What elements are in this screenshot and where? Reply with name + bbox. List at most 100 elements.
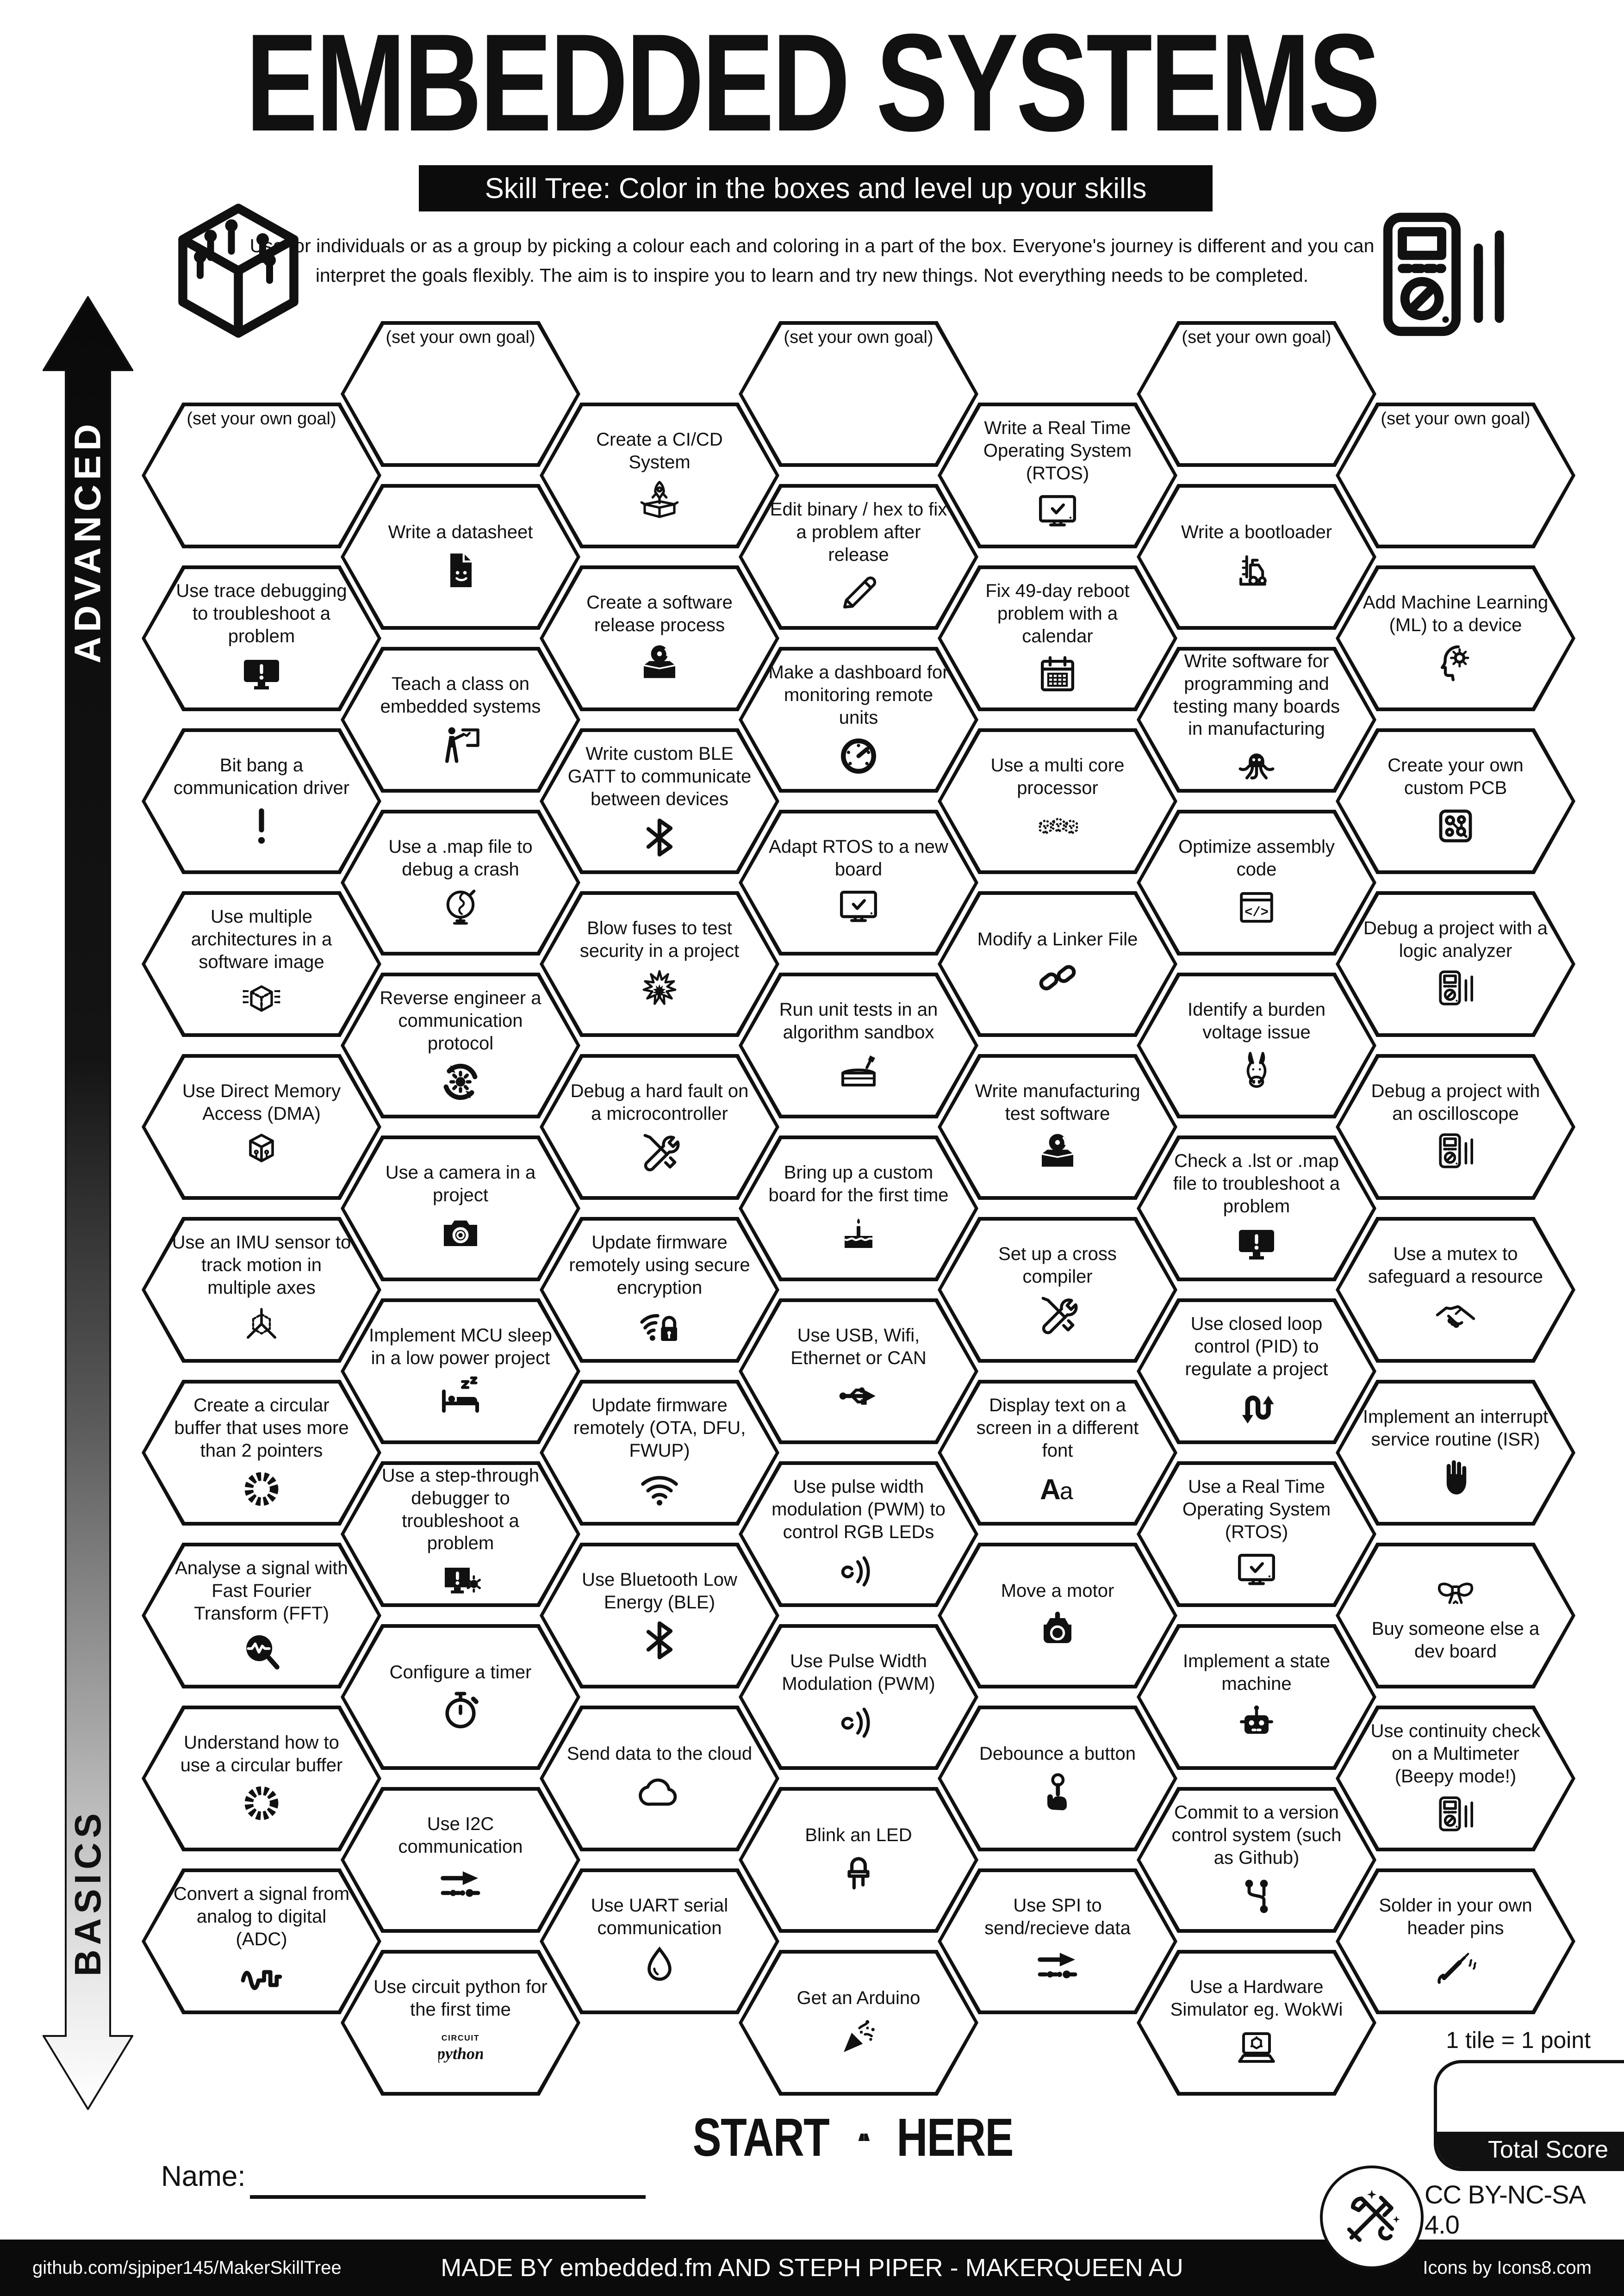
skill-hex-fix-49-day-reboot-problem[interactable]: Fix 49-day reboot problem with a calenda… [938,565,1177,711]
skill-hex-use-closed-loop-control-pid[interactable]: Use closed loop control (PID) to regulat… [1137,1298,1376,1444]
total-score-box[interactable]: Total Score [1434,2060,1624,2171]
skill-hex-understand-how-to-use-a[interactable]: Understand how to use a circular buffer [142,1706,381,1851]
skill-hex-use-direct-memory-access-dma[interactable]: Use Direct Memory Access (DMA) [142,1054,381,1200]
skill-label: Optimize assembly code [1178,836,1335,880]
skill-hex-debug-a-project-with-an[interactable]: Debug a project with an oscilloscope [1336,1054,1575,1200]
skill-hex-commit-to-a-version-control[interactable]: Commit to a version control system (such… [1137,1787,1376,1933]
skill-hex-use-usb-wifi-ethernet-or[interactable]: Use USB, Wifi, Ethernet or CAN [739,1298,978,1444]
skill-hex-write-a-bootloader[interactable]: Write a bootloader [1137,484,1376,630]
skill-hex-create-a-software-release-process[interactable]: Create a software release process [540,565,779,711]
skill-hex-bit-bang-a-communication-driver[interactable]: Bit bang a communication driver [142,728,381,874]
hex-fill [145,406,378,545]
skill-hex-debounce-a-button[interactable]: Debounce a button [938,1706,1177,1851]
skill-hex-edit-binary-hex-to-fix[interactable]: Edit binary / hex to fix a problem after… [739,484,978,630]
skill-hex-solder-in-your-own-header[interactable]: Solder in your own header pins [1336,1868,1575,2014]
skill-hex-update-firmware-remotely-using-secure[interactable]: Update firmware remotely using secure en… [540,1217,779,1363]
skill-hex-create-a-ci-cd-system[interactable]: Create a CI/CD System [540,403,779,548]
skill-hex-debug-a-project-with-a[interactable]: Debug a project with a logic analyzer [1336,891,1575,1037]
hex-content: Check a .lst or .map file to troubleshoo… [1164,1143,1350,1274]
skill-hex-debug-a-hard-fault-on[interactable]: Debug a hard fault on a microcontroller [540,1054,779,1200]
goal-hex[interactable]: (set your own goal) [1137,321,1376,467]
goal-hex[interactable]: (set your own goal) [1336,403,1575,548]
skill-label: Use a .map file to debug a crash [388,836,533,880]
skill-hex-teach-a-class-on-embedded[interactable]: Teach a class on embedded systems [341,647,580,793]
hex-fill [145,1221,378,1359]
skill-label: Use closed loop control (PID) to regulat… [1185,1314,1328,1379]
skill-hex-use-pulse-width-modulation-pwm[interactable]: Use pulse width modulation (PWM) to cont… [739,1461,978,1607]
hex-content: Create your own custom PCB [1363,736,1549,867]
hex-fill [1339,1221,1572,1359]
skill-hex-blink-an-led[interactable]: Blink an LED [739,1787,978,1933]
skill-hex-display-text-on-a-screen[interactable]: Display text on a screen in a different … [938,1380,1177,1526]
footer-repo-link[interactable]: github.com/sjpiper145/MakerSkillTree [32,2257,342,2278]
hex-fill [742,488,975,626]
skill-hex-write-a-datasheet[interactable]: Write a datasheet [341,484,580,630]
skill-hex-bring-up-a-custom-board[interactable]: Bring up a custom board for the first ti… [739,1136,978,1281]
skill-hex-convert-a-signal-from-analog[interactable]: Convert a signal from analog to digital … [142,1868,381,2014]
skill-hex-use-a-camera-in-a[interactable]: Use a camera in a project [341,1136,580,1281]
skill-hex-use-circuit-python-for-the[interactable]: Use circuit python for the first time [341,1950,580,2096]
skill-hex-use-bluetooth-low-energy-ble[interactable]: Use Bluetooth Low Energy (BLE) [540,1543,779,1688]
skill-hex-blow-fuses-to-test-security[interactable]: Blow fuses to test security in a project [540,891,779,1037]
skill-hex-use-spi-to-send-recieve[interactable]: Use SPI to send/recieve data [938,1868,1177,2014]
skill-hex-identify-a-burden-voltage-issue[interactable]: Identify a burden voltage issue [1137,973,1376,1118]
skill-hex-use-i2c-communication[interactable]: Use I2C communication [341,1787,580,1933]
skill-hex-use-a-map-file-to[interactable]: Use a .map file to debug a crash [341,810,580,956]
goal-hex[interactable]: (set your own goal) [341,321,580,467]
hex-content: Use Direct Memory Access (DMA) [168,1061,355,1192]
goal-hex[interactable]: (set your own goal) [739,321,978,467]
skill-hex-adapt-rtos-to-a-new[interactable]: Adapt RTOS to a new board [739,810,978,956]
skill-hex-make-a-dashboard-for-monitoring[interactable]: Make a dashboard for monitoring remote u… [739,647,978,793]
led-icon [836,1851,881,1896]
skill-hex-move-a-motor[interactable]: Move a motor [938,1543,1177,1688]
skill-hex-implement-a-state-machine[interactable]: Implement a state machine [1137,1624,1376,1770]
skill-label: Identify a burden voltage issue [1188,999,1325,1043]
footer-icons-credit[interactable]: Icons by Icons8.com [1423,2257,1592,2278]
skill-hex-buy-someone-else-a-dev[interactable]: Buy someone else a dev board [1336,1543,1575,1688]
doc-smiley-icon [438,548,483,593]
bus-arrow-icon [1035,1944,1080,1988]
skill-hex-use-trace-debugging-to-troubleshoot[interactable]: Use trace debugging to troubleshoot a pr… [142,565,381,711]
skill-hex-add-machine-learning-ml-to[interactable]: Add Machine Learning (ML) to a device [1336,565,1575,711]
hex-content: Use a camera in a project [367,1143,554,1274]
skill-hex-use-pulse-width-modulation-pwm[interactable]: Use Pulse Width Modulation (PWM) [739,1624,978,1770]
skill-hex-use-a-step-through-debugger[interactable]: Use a step-through debugger to troublesh… [341,1461,580,1607]
skill-hex-use-a-real-time-operating[interactable]: Use a Real Time Operating System (RTOS) [1137,1461,1376,1607]
skill-hex-implement-mcu-sleep-in-a[interactable]: Implement MCU sleep in a low power proje… [341,1298,580,1444]
skill-hex-check-a-lst-or-map[interactable]: Check a .lst or .map file to troubleshoo… [1137,1136,1376,1281]
skill-label: Implement a state machine [1183,1651,1330,1694]
skill-hex-configure-a-timer[interactable]: Configure a timer [341,1624,580,1770]
skill-hex-write-software-for-programming-and[interactable]: Write software for programming and testi… [1137,647,1376,793]
goal-note: (set your own goal) [386,328,535,347]
skill-hex-update-firmware-remotely-ota-dfu[interactable]: Update firmware remotely (OTA, DFU, FWUP… [540,1380,779,1526]
skill-hex-optimize-assembly-code[interactable]: Optimize assembly code [1137,810,1376,956]
skill-hex-use-a-hardware-simulator-eg[interactable]: Use a Hardware Simulator eg. WokWi [1137,1950,1376,2096]
skill-hex-use-uart-serial-communication[interactable]: Use UART serial communication [540,1868,779,2014]
skill-hex-set-up-a-cross-compiler[interactable]: Set up a cross compiler [938,1217,1177,1363]
finger-button-icon [1035,1770,1080,1814]
hex-content: Edit binary / hex to fix a problem after… [765,491,952,622]
skill-hex-use-continuity-check-on-a[interactable]: Use continuity check on a Multimeter (Be… [1336,1706,1575,1851]
name-label: Name: [161,2160,246,2192]
skill-hex-send-data-to-the-cloud[interactable]: Send data to the cloud [540,1706,779,1851]
skill-hex-use-multiple-architectures-in-a[interactable]: Use multiple architectures in a software… [142,891,381,1037]
skill-hex-implement-an-interrupt-service-routine[interactable]: Implement an interrupt service routine (… [1336,1380,1575,1526]
skill-hex-analyse-a-signal-with-fast[interactable]: Analyse a signal with Fast Fourier Trans… [142,1543,381,1688]
skill-label: Use USB, Wifi, Ethernet or CAN [790,1325,927,1368]
goal-hex[interactable]: (set your own goal) [142,403,381,548]
skill-hex-write-a-real-time-operating[interactable]: Write a Real Time Operating System (RTOS… [938,403,1177,548]
skill-hex-run-unit-tests-in-an[interactable]: Run unit tests in an algorithm sandbox [739,973,978,1118]
skill-label: Solder in your own header pins [1379,1895,1532,1938]
skill-hex-create-a-circular-buffer-that[interactable]: Create a circular buffer that uses more … [142,1380,381,1526]
skill-hex-use-a-mutex-to-safeguard[interactable]: Use a mutex to safeguard a resource [1336,1217,1575,1363]
skill-hex-write-manufacturing-test-software[interactable]: Write manufacturing test software [938,1054,1177,1200]
skill-hex-use-an-imu-sensor-to[interactable]: Use an IMU sensor to track motion in mul… [142,1217,381,1363]
name-input-line[interactable] [250,2195,646,2199]
skill-hex-write-custom-ble-gatt-to[interactable]: Write custom BLE GATT to communicate bet… [540,728,779,874]
skill-hex-reverse-engineer-a-communication-protocol[interactable]: Reverse engineer a communication protoco… [341,973,580,1118]
skill-label: Use Bluetooth Low Energy (BLE) [582,1569,737,1613]
skill-hex-modify-a-linker-file[interactable]: Modify a Linker File [938,891,1177,1037]
skill-hex-create-your-own-custom-pcb[interactable]: Create your own custom PCB [1336,728,1575,874]
skill-hex-get-an-arduino[interactable]: Get an Arduino [739,1950,978,2096]
skill-hex-use-a-multi-core-processor[interactable]: Use a multi core processor [938,728,1177,874]
